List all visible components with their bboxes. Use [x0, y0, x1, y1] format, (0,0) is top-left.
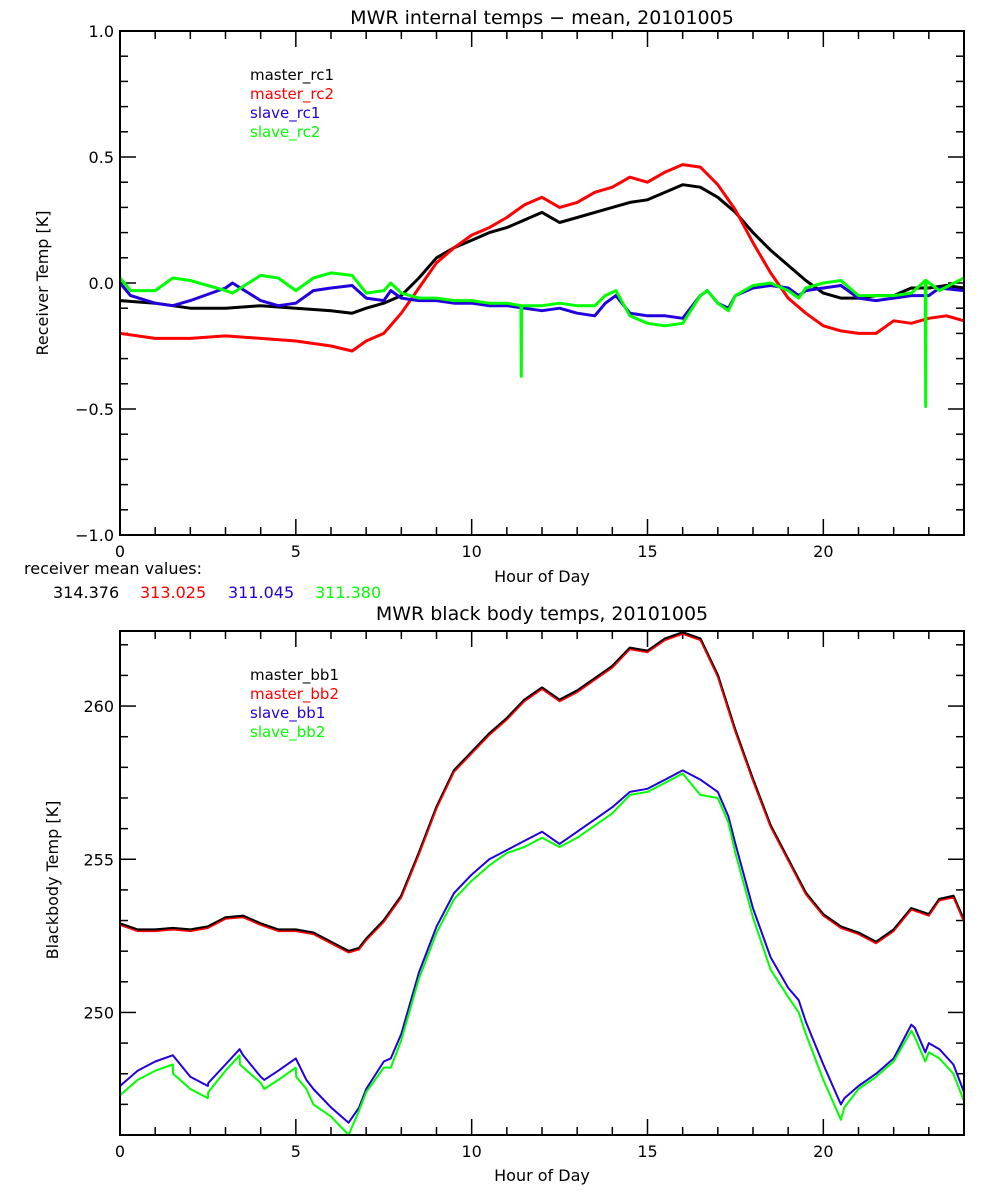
y-tick-label: 250	[83, 1003, 114, 1022]
y-axis-label: Blackbody Temp [K]	[43, 801, 62, 960]
legend-entry: master_bb2	[250, 685, 339, 704]
axis-ticks: 0 5 10 15 20 250 255 260	[83, 631, 965, 1161]
series-line-master-rc1	[120, 183, 964, 315]
x-tick-label: 15	[637, 1142, 657, 1161]
x-tick-label: 0	[115, 542, 125, 561]
x-tick-label: 20	[813, 1142, 833, 1161]
legend-entry: master_bb1	[250, 666, 339, 685]
series-line-slave-rc1	[120, 281, 964, 320]
y-tick-label: 0.5	[89, 148, 114, 167]
mean-values-label: receiver mean values:	[24, 559, 202, 578]
mean-value: 314.376	[53, 583, 119, 602]
mean-value: 313.025	[140, 583, 206, 602]
series-line-master-rc2	[120, 163, 964, 353]
axis-ticks: 0 5 10 15 20 −1.0 −0.5 0.0 0.5 1.0	[75, 22, 965, 561]
series-line-slave-bb2	[120, 772, 964, 1135]
legend: master_rc1 master_rc2 slave_rc1 slave_rc…	[250, 66, 334, 142]
x-tick-label: 10	[461, 542, 481, 561]
x-axis-label: Hour of Day	[494, 567, 590, 586]
legend-entry: master_rc2	[250, 85, 334, 104]
legend-entry: slave_bb1	[250, 704, 325, 723]
mean-value: 311.045	[228, 583, 294, 602]
series-group	[120, 163, 964, 408]
y-tick-label: 1.0	[89, 22, 114, 41]
series-group	[120, 631, 964, 1135]
series-line-slave-bb1	[120, 769, 964, 1124]
blackbody-temp-panel: MWR black body temps, 20101005 0 5 10 15 20 2…	[43, 603, 965, 1185]
y-tick-label: −1.0	[75, 526, 114, 545]
series-line-master-bb2	[120, 633, 964, 954]
plot-frame	[119, 630, 965, 1136]
mean-values-annotation: receiver mean values: 314.376 313.025 31…	[24, 559, 381, 602]
x-axis-label: Hour of Day	[494, 1166, 590, 1185]
y-tick-label: 260	[83, 697, 114, 716]
y-axis-label: Receiver Temp [K]	[33, 210, 52, 355]
chart-title: MWR internal temps − mean, 20101005	[350, 7, 734, 29]
y-tick-label: 255	[83, 850, 114, 869]
legend-entry: master_rc1	[250, 66, 334, 85]
receiver-temp-panel: MWR internal temps − mean, 20101005 0 5 10…	[24, 7, 965, 602]
series-line-master-bb1	[120, 631, 964, 953]
mean-value: 311.380	[315, 583, 381, 602]
y-tick-label: 0.0	[89, 274, 114, 293]
x-tick-label: 0	[115, 1142, 125, 1161]
plot-frame	[119, 30, 965, 536]
legend-entry: slave_rc1	[250, 104, 320, 123]
x-tick-label: 20	[813, 542, 833, 561]
x-tick-label: 10	[461, 1142, 481, 1161]
x-tick-label: 15	[637, 542, 657, 561]
y-tick-label: −0.5	[75, 400, 114, 419]
series-line-slave-rc2	[120, 271, 964, 408]
legend-entry: slave_bb2	[250, 723, 325, 742]
chart-title: MWR black body temps, 20101005	[376, 603, 708, 625]
legend: master_bb1 master_bb2 slave_bb1 slave_bb…	[250, 666, 339, 742]
x-tick-label: 5	[291, 542, 301, 561]
legend-entry: slave_rc2	[250, 123, 320, 142]
x-tick-label: 5	[291, 1142, 301, 1161]
